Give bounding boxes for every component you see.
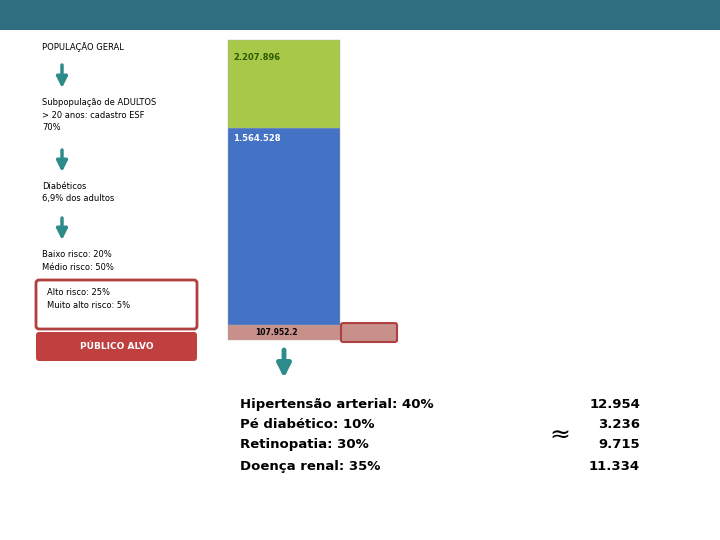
Text: 2.207.896: 2.207.896: [233, 53, 280, 62]
Text: 32.385: 32.385: [354, 328, 384, 337]
Bar: [228, 39, 340, 129]
Text: Diabéticos
6,9% dos adultos: Diabéticos 6,9% dos adultos: [42, 182, 114, 204]
Text: Alto risco: 25%
Muito alto risco: 5%: Alto risco: 25% Muito alto risco: 5%: [47, 288, 130, 309]
Text: Doença renal: 35%: Doença renal: 35%: [240, 460, 380, 473]
Bar: [228, 325, 340, 340]
Text: POPULAÇÃO GERAL: POPULAÇÃO GERAL: [42, 42, 124, 52]
Text: 3.236: 3.236: [598, 418, 640, 431]
Text: Retinopatia: 30%: Retinopatia: 30%: [240, 438, 369, 451]
Text: 12.954: 12.954: [589, 398, 640, 411]
Text: 107.952.2: 107.952.2: [255, 328, 297, 337]
Bar: [0, 0, 720, 30]
Text: 9.715: 9.715: [598, 438, 640, 451]
FancyBboxPatch shape: [341, 323, 397, 342]
Text: Hipertensão arterial: 40%: Hipertensão arterial: 40%: [240, 398, 433, 411]
Bar: [228, 129, 340, 325]
Text: Baixo risco: 20%
Médio risco: 50%: Baixo risco: 20% Médio risco: 50%: [42, 250, 114, 272]
FancyBboxPatch shape: [36, 332, 197, 361]
Text: 1.564.528: 1.564.528: [233, 134, 281, 143]
Text: PÚBLICO ALVO: PÚBLICO ALVO: [80, 342, 153, 351]
Text: Pé diabético: 10%: Pé diabético: 10%: [240, 418, 374, 431]
Bar: [343, 325, 395, 340]
Text: Subpopulação de ADULTOS
> 20 anos: cadastro ESF
70%: Subpopulação de ADULTOS > 20 anos: cadas…: [42, 98, 156, 132]
FancyBboxPatch shape: [36, 280, 197, 329]
Text: ≈: ≈: [549, 424, 570, 448]
Text: 11.334: 11.334: [589, 460, 640, 473]
